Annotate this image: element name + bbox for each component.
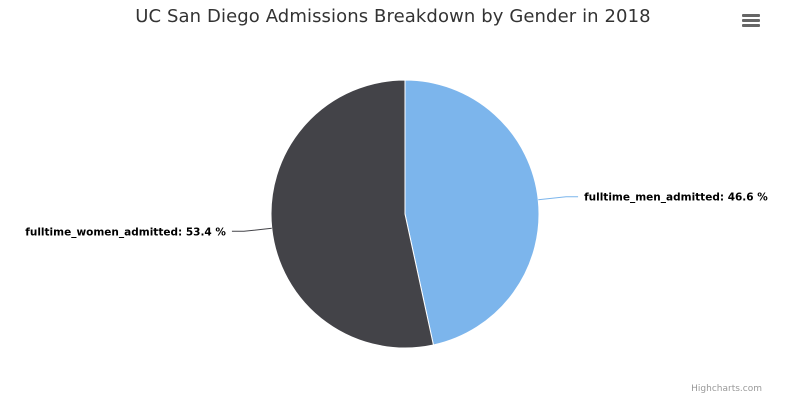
data-label-connector-fulltime_men_admitted xyxy=(538,196,579,201)
credits-link[interactable]: Highcharts.com xyxy=(691,384,762,394)
pie-slice-fulltime_men_admitted[interactable] xyxy=(404,79,540,346)
pie-slice-fulltime_women_admitted[interactable] xyxy=(270,79,434,349)
chart-context-menu-button[interactable] xyxy=(736,8,766,32)
data-label-fulltime_men_admitted: fulltime_men_admitted: 46.6 % xyxy=(584,192,768,204)
chart-title: UC San Diego Admissions Breakdown by Gen… xyxy=(135,6,651,27)
data-label-fulltime_women_admitted: fulltime_women_admitted: 53.4 % xyxy=(25,226,226,238)
data-label-connector-fulltime_women_admitted xyxy=(231,227,272,232)
